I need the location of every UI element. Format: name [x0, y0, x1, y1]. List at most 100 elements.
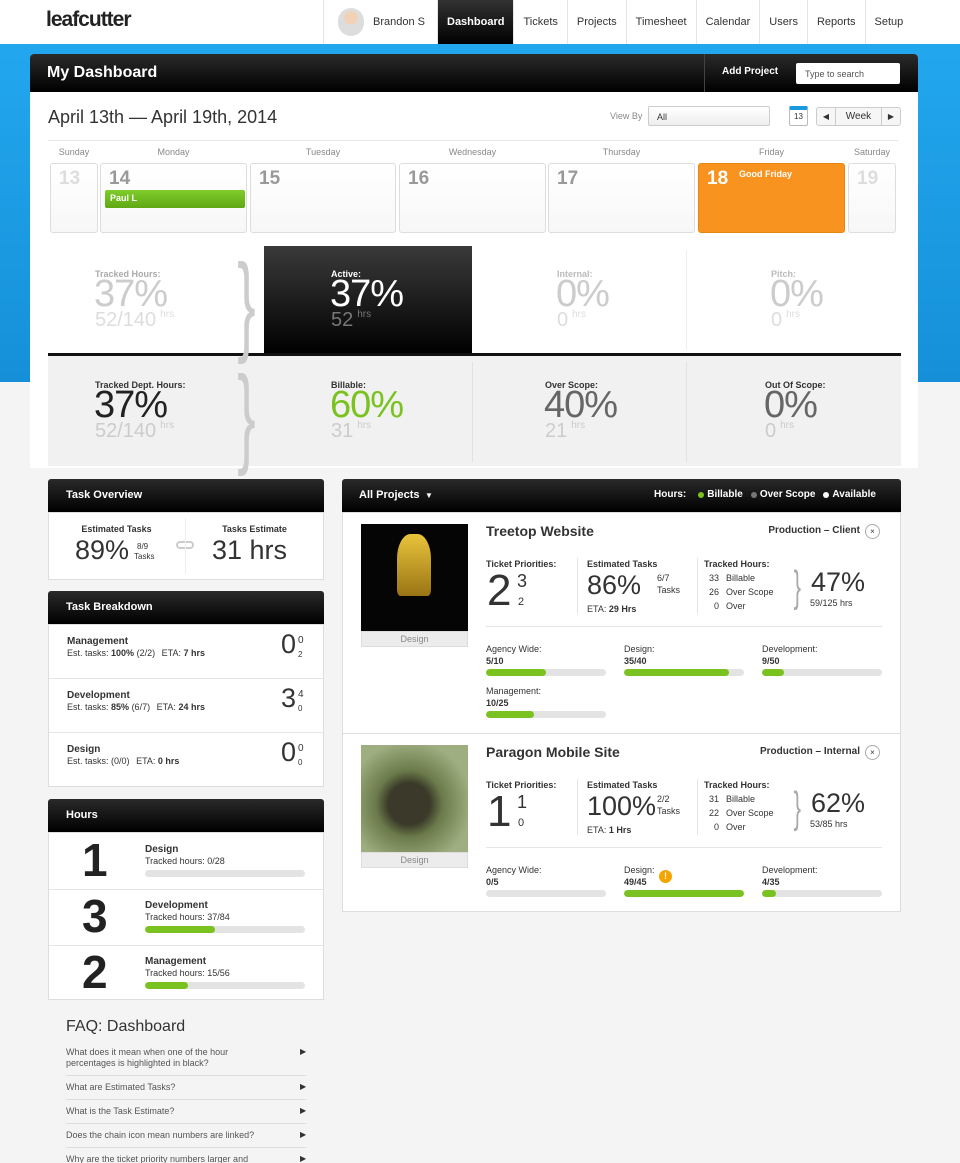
- task-detail: Est. tasks: (0/0) ETA: 0 hrs: [67, 756, 179, 766]
- progress-bar: [486, 669, 606, 676]
- big-number: 31 hrs: [212, 535, 288, 565]
- priority-bottom: 2: [518, 596, 525, 608]
- nav-item[interactable]: Projects: [566, 0, 626, 44]
- nav-item[interactable]: Timesheet: [625, 0, 696, 44]
- est-percent: 86%: [587, 570, 642, 600]
- close-icon[interactable]: ×: [865, 524, 880, 539]
- big-number: 89%: [75, 535, 130, 565]
- projects-title[interactable]: All Projects: [359, 489, 420, 501]
- box: [48, 832, 324, 1000]
- bar-value: 49/45: [624, 877, 647, 887]
- stat-percent: 0%: [556, 273, 610, 315]
- prev-week[interactable]: ◀: [816, 107, 836, 126]
- bar-value: 35/40: [624, 656, 647, 666]
- day-cell[interactable]: 15: [250, 163, 396, 233]
- bar-value: 4/35: [762, 877, 780, 887]
- progress-fill: [762, 669, 784, 676]
- progress-bar: [762, 890, 882, 897]
- stat-percent: 60%: [330, 384, 404, 426]
- close-icon[interactable]: ×: [865, 745, 880, 760]
- day-name: Friday: [758, 147, 784, 157]
- tracked-label: Over: [726, 822, 746, 832]
- faq-question[interactable]: What are Estimated Tasks?: [66, 1082, 176, 1092]
- brace: }: [237, 354, 256, 477]
- priority: 0: [281, 737, 297, 767]
- cell-divider: [185, 518, 186, 574]
- faq-question[interactable]: Does the chain icon mean numbers are lin…: [66, 1130, 255, 1140]
- tracked-value: 22: [708, 808, 719, 818]
- tracked-percent: 62%: [811, 788, 866, 818]
- progress-bar: [145, 982, 305, 989]
- stat-hours: 31 hrs: [331, 420, 372, 442]
- stat-unit: hrs: [780, 420, 795, 431]
- arrow: ▶: [300, 1082, 307, 1091]
- nav-item[interactable]: Users: [759, 0, 807, 44]
- task-detail: Est. tasks: 100% (2/2) ETA: 7 hrs: [67, 648, 205, 658]
- event[interactable]: Paul L: [105, 190, 245, 208]
- view-by-select[interactable]: All: [648, 106, 770, 126]
- faq-question[interactable]: Why are the ticket priority numbers larg…: [66, 1154, 249, 1163]
- tracked-label: Over Scope: [726, 587, 774, 597]
- label: Estimated Tasks: [587, 559, 658, 569]
- nav-item[interactable]: Tickets: [513, 0, 566, 44]
- nav-item[interactable]: Setup: [864, 0, 913, 44]
- day-name: Thursday: [602, 147, 641, 157]
- hour-name: Design: [145, 844, 179, 855]
- priority-top: 3: [517, 571, 528, 591]
- week-select[interactable]: Week: [836, 107, 882, 126]
- stat-percent: 0%: [764, 384, 818, 426]
- progress-fill: [624, 669, 729, 676]
- label: Tracked Hours:: [704, 780, 770, 790]
- priority-bottom: 0: [298, 704, 303, 713]
- day-cell[interactable]: 14 Paul L: [100, 163, 247, 233]
- project-name[interactable]: Treetop Website: [486, 523, 594, 539]
- stat-label: Internal:: [557, 269, 593, 279]
- faq-question[interactable]: What is the Task Estimate?: [66, 1106, 175, 1116]
- row-divider: [49, 732, 323, 733]
- progress-bar: [145, 870, 305, 877]
- day-cell[interactable]: 17: [548, 163, 695, 233]
- faq-question[interactable]: What does it mean when one of the hour p…: [66, 1047, 229, 1068]
- legend-label: Hours:: [654, 489, 687, 500]
- bar-value: 10/25: [486, 698, 509, 708]
- day-cell[interactable]: 16: [399, 163, 546, 233]
- progress-bar: [486, 711, 606, 718]
- priority-top: 0: [298, 635, 304, 646]
- day-cell[interactable]: 18 Good Friday: [698, 163, 845, 233]
- header-divider: [704, 54, 705, 92]
- week-range: April 13th — April 19th, 2014: [48, 107, 278, 127]
- view-by-label: View By: [610, 111, 643, 121]
- project-name[interactable]: Paragon Mobile Site: [486, 744, 620, 760]
- hour-count: 2: [82, 946, 108, 998]
- day-number: 13: [59, 168, 81, 189]
- nav-item[interactable]: Dashboard: [437, 0, 514, 44]
- nav-item[interactable]: Reports: [806, 0, 865, 44]
- user-menu[interactable]: Brandon S: [323, 0, 437, 44]
- progress-fill: [145, 926, 216, 933]
- est-percent: 100%: [587, 791, 657, 821]
- small: 8/9: [137, 542, 149, 551]
- bar-label: Agency Wide:: [486, 865, 542, 875]
- add-project[interactable]: Add Project: [722, 66, 779, 77]
- day-cell[interactable]: 19: [848, 163, 896, 233]
- hour-tracked: Tracked hours: 15/56: [145, 968, 230, 978]
- day-cell[interactable]: 13: [50, 163, 98, 233]
- label: Ticket Priorities:: [486, 559, 557, 569]
- cell-divider: [686, 362, 687, 462]
- next-week[interactable]: ▶: [881, 107, 901, 126]
- active-cell: [264, 246, 472, 354]
- image-label: Design: [361, 631, 468, 647]
- progress-bar: [145, 926, 305, 933]
- small: Tasks: [657, 806, 681, 816]
- progress-bar: [486, 890, 606, 897]
- cell-divider: [577, 779, 578, 835]
- nav: Brandon S Dashboard Tickets Projects Timeshe…: [323, 0, 912, 44]
- search-box[interactable]: Type to search: [796, 63, 900, 84]
- stat-hours: 52 hrs: [331, 309, 372, 331]
- calendar-icon[interactable]: 13: [789, 106, 808, 126]
- cell-divider: [472, 362, 473, 462]
- stat-unit: hrs: [357, 420, 372, 431]
- nav-item[interactable]: Calendar: [695, 0, 760, 44]
- box: [48, 512, 324, 580]
